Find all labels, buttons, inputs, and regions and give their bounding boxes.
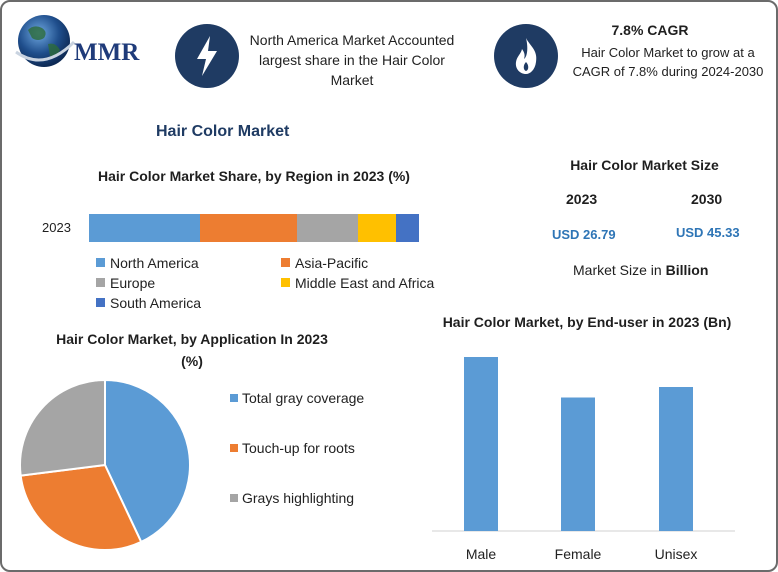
- market-size-year-2023: 2023: [566, 191, 598, 207]
- region-legend-item: North America: [96, 255, 199, 271]
- application-legend-swatch: [230, 494, 238, 502]
- region-bar-segment-europe: [296, 214, 358, 242]
- pie-slice-total-gray-coverage: [104, 378, 191, 544]
- region-bar-segment-north-america: [89, 214, 200, 242]
- region-stacked-bar: [89, 214, 419, 242]
- market-size-title: Hair Color Market Size: [570, 157, 719, 173]
- region-chart-title: Hair Color Market Share, by Region in 20…: [98, 168, 410, 184]
- application-legend-swatch: [230, 394, 238, 402]
- logo: MMR: [14, 12, 164, 70]
- region-legend-swatch: [281, 278, 290, 287]
- region-bar-segment-south-america: [395, 214, 419, 242]
- lightning-bolt-icon: [197, 36, 217, 76]
- application-legend-swatch: [230, 444, 238, 452]
- north-america-highlight-text: North America Market Accounted largest s…: [249, 32, 455, 88]
- enduser-bar-unisex: [659, 387, 693, 531]
- region-chart-category-label: 2023: [42, 220, 71, 235]
- info-circle-1: [175, 24, 239, 88]
- region-legend-label: North America: [110, 255, 199, 271]
- region-legend-item: Europe: [96, 275, 155, 291]
- application-legend-label: Touch-up for roots: [242, 440, 355, 456]
- region-legend-item: South America: [96, 295, 201, 311]
- region-legend-swatch: [281, 258, 290, 267]
- flame-icon: [515, 38, 537, 74]
- region-legend-label: Europe: [110, 275, 156, 291]
- region-legend-label: South America: [110, 295, 202, 311]
- logo-text: MMR: [74, 39, 140, 66]
- region-bar-segment-asia-pacific: [199, 214, 297, 242]
- cagr-title: 7.8% CAGR: [611, 22, 689, 38]
- region-legend-label: Asia-Pacific: [295, 255, 369, 271]
- application-pie-chart: [19, 378, 191, 551]
- enduser-x-tick-label: Female: [555, 546, 602, 562]
- application-chart-title: Hair Color Market, by Application In 202…: [56, 331, 328, 369]
- market-size-note: Market Size in Billion: [573, 262, 708, 278]
- enduser-x-tick-label: Unisex: [655, 546, 698, 562]
- pie-slice-touch-up-for-roots: [19, 463, 143, 551]
- region-legend-item: Middle East and Africa: [281, 275, 434, 291]
- market-size-value-2023: USD 26.79: [552, 227, 616, 242]
- enduser-chart-title: Hair Color Market, by End-user in 2023 (…: [442, 314, 732, 330]
- market-size-value-2030: USD 45.33: [676, 225, 740, 240]
- cagr-text: Hair Color Market to grow at a CAGR of 7…: [572, 45, 764, 79]
- application-legend-label: Total gray coverage: [242, 390, 365, 406]
- globe-icon: [15, 15, 76, 67]
- enduser-x-tick-label: Male: [466, 546, 497, 562]
- region-bar-segment-middle-east-and-africa: [357, 214, 396, 242]
- region-legend-label: Middle East and Africa: [295, 275, 435, 291]
- enduser-bar-male: [464, 357, 498, 531]
- info-circle-2: [494, 24, 558, 88]
- region-legend-item: Asia-Pacific: [281, 255, 368, 271]
- application-legend-item: Touch-up for roots: [230, 439, 380, 479]
- enduser-bar-chart: Male Female Unisex: [432, 357, 735, 562]
- market-size-unit: Billion: [665, 262, 709, 278]
- pie-slice-grays-highlighting: [19, 378, 106, 477]
- application-legend-label: Grays highlighting: [242, 490, 355, 506]
- region-legend-swatch: [96, 278, 105, 287]
- market-size-year-2030: 2030: [691, 191, 723, 207]
- market-size-note-prefix: Market Size in: [573, 262, 666, 278]
- region-legend-swatch: [96, 258, 105, 267]
- application-legend-item: Grays highlighting: [230, 489, 380, 529]
- region-legend-swatch: [96, 298, 105, 307]
- main-title: Hair Color Market: [156, 123, 290, 140]
- application-legend-item: Total gray coverage: [230, 389, 380, 429]
- enduser-bar-female: [561, 397, 595, 531]
